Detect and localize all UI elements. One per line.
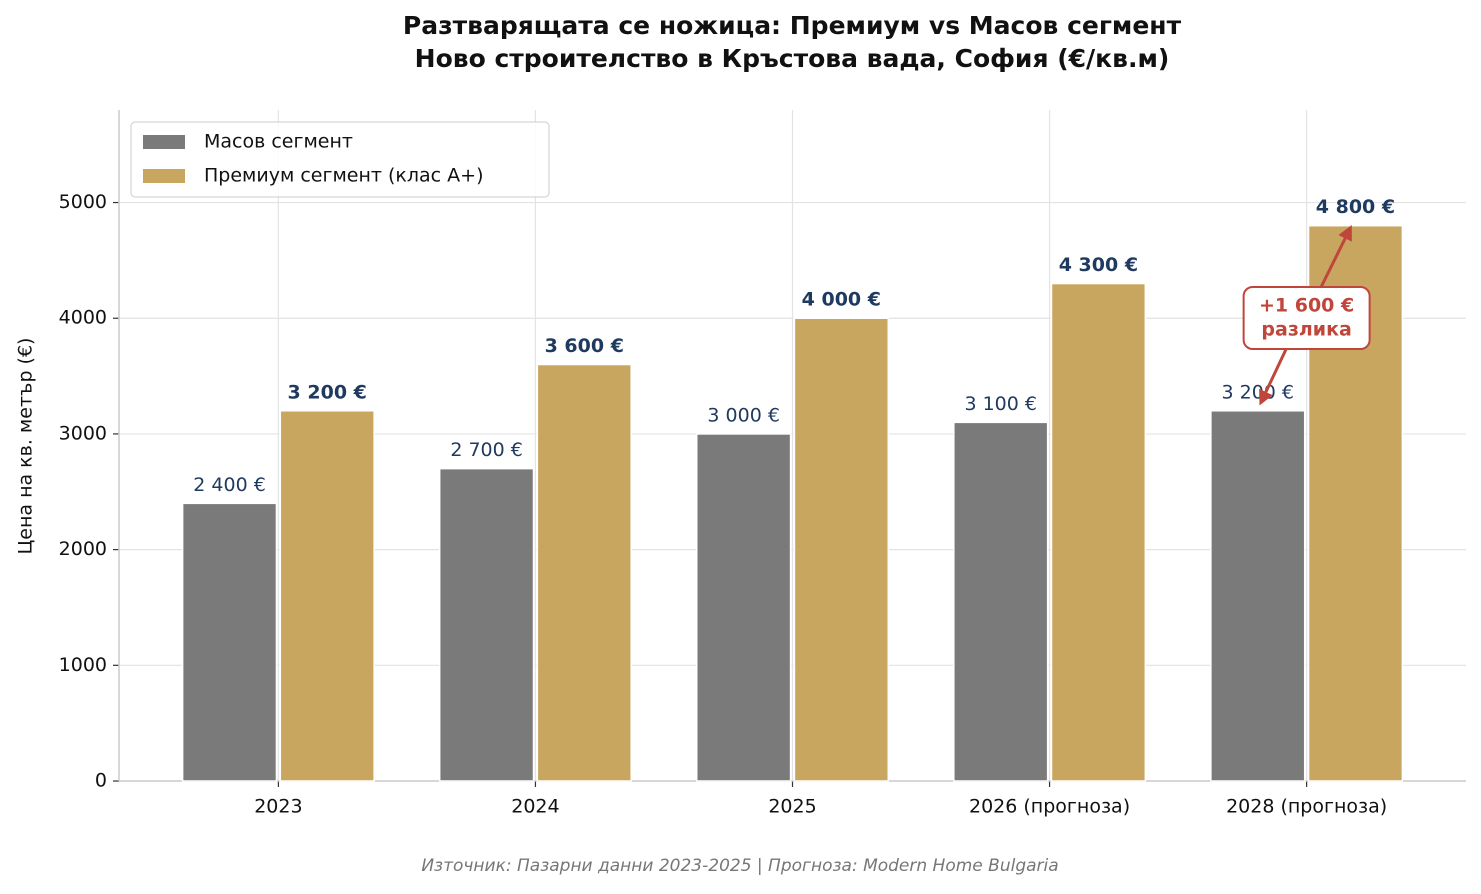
value-label: 4 300 € <box>1059 254 1138 276</box>
annotation-box <box>1242 286 1371 350</box>
legend-swatch <box>143 135 185 149</box>
bar <box>793 317 890 782</box>
value-label: 3 200 € <box>288 381 367 403</box>
bar <box>438 467 535 782</box>
chart-title: Разтварящата се ножица: Премиум vs Масов… <box>403 11 1182 40</box>
legend: Масов сегмент Премиум сегмент (клас А+) <box>130 121 550 198</box>
value-label: 3 200 € <box>1222 381 1295 403</box>
bar <box>1210 410 1306 782</box>
y-tick-label: 5000 <box>59 191 107 213</box>
annotation-arrow <box>1319 225 1352 289</box>
legend-label: Премиум сегмент (клас А+) <box>204 165 484 187</box>
y-tick-label: 0 <box>95 770 107 792</box>
x-tick-label: 2025 <box>768 796 816 818</box>
bar <box>695 433 792 782</box>
x-tick-label: 2023 <box>254 796 302 818</box>
y-tick-label: 1000 <box>59 654 107 676</box>
value-label: 3 100 € <box>964 393 1037 415</box>
bar <box>536 363 632 782</box>
x-tick-label: 2024 <box>511 796 559 818</box>
y-tick-label: 3000 <box>59 422 107 444</box>
annotation-text: +1 600 € <box>1259 295 1354 317</box>
annotation-arrow <box>1259 347 1288 406</box>
value-label: 2 400 € <box>193 474 266 496</box>
value-label: 4 800 € <box>1316 196 1395 218</box>
chart-subtitle: Ново строителство в Кръстова вада, София… <box>415 44 1170 73</box>
bar <box>1050 282 1147 782</box>
value-label: 3 600 € <box>545 335 624 357</box>
y-tick-label: 4000 <box>59 307 107 329</box>
y-tick-label: 2000 <box>59 538 107 560</box>
value-label: 3 000 € <box>707 404 780 426</box>
annotation-text: разлика <box>1261 319 1351 341</box>
legend-frame <box>130 121 550 198</box>
bar <box>953 421 1049 782</box>
bar <box>181 502 278 782</box>
x-tick-label: 2028 (прогноза) <box>1226 796 1387 818</box>
legend-swatch <box>143 169 185 183</box>
value-label: 2 700 € <box>450 439 523 461</box>
y-axis-label: Цена на кв. метър (€) <box>15 338 37 555</box>
legend-label: Масов сегмент <box>204 131 353 153</box>
x-tick-label: 2026 (прогноза) <box>969 796 1130 818</box>
bar <box>279 410 375 782</box>
source-note: Източник: Пазарни данни 2023-2025 | Прог… <box>421 856 1058 876</box>
value-label: 4 000 € <box>802 289 881 311</box>
